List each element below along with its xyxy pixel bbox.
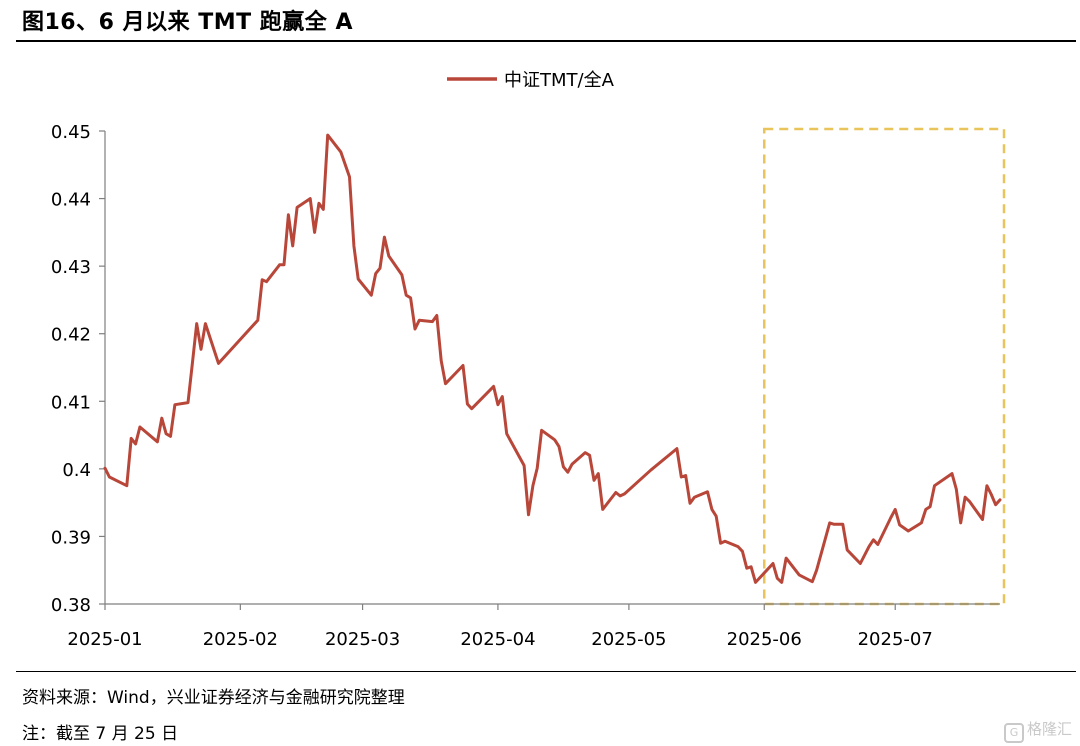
line-chart: 中证TMT/全A 0.38 0.39 0.4 0.41 0.42 0.43 0.44 0.45… xyxy=(51,70,1006,650)
source-note: 资料来源：Wind，兴业证券经济与金融研究院整理 xyxy=(22,688,405,708)
date-note: 注：截至 7 月 25 日 xyxy=(22,724,179,744)
y-tick-label: 0.42 xyxy=(51,325,91,346)
legend-label: 中证TMT/全A xyxy=(504,70,615,91)
y-tick-label: 0.45 xyxy=(51,122,91,143)
footer-divider xyxy=(16,671,1076,672)
chart-legend: 中证TMT/全A xyxy=(447,70,615,91)
figure-title: 图16、6 月以来 TMT 跑赢全 A xyxy=(22,10,353,35)
y-tick-label: 0.43 xyxy=(51,257,91,278)
y-tick-label: 0.39 xyxy=(51,527,91,548)
y-tick-label: 0.4 xyxy=(62,460,91,481)
x-tick-label: 2025-06 xyxy=(727,629,802,650)
axes-layer: 0.38 0.39 0.4 0.41 0.42 0.43 0.44 0.45 2025-01 20… xyxy=(51,122,1000,650)
x-tick-label: 2025-07 xyxy=(858,629,933,650)
highlight-box xyxy=(762,127,1006,606)
y-tick-label: 0.44 xyxy=(51,190,91,211)
watermark-text: 格隆汇 xyxy=(1026,720,1072,738)
x-tick-label: 2025-01 xyxy=(67,629,142,650)
x-tick-label: 2025-02 xyxy=(203,629,278,650)
x-tick-label: 2025-03 xyxy=(325,629,400,650)
title-divider xyxy=(16,40,1076,42)
y-tick-label: 0.41 xyxy=(51,392,91,413)
x-tick-label: 2025-04 xyxy=(460,629,535,650)
y-tick-label: 0.38 xyxy=(51,595,91,616)
highlight-layer xyxy=(762,127,1006,606)
series-layer xyxy=(103,133,1002,584)
watermark: G 格隆汇 xyxy=(1003,718,1072,743)
series-line xyxy=(103,133,1002,584)
x-tick-label: 2025-05 xyxy=(591,629,666,650)
watermark-logo-icon: G xyxy=(1003,723,1024,743)
